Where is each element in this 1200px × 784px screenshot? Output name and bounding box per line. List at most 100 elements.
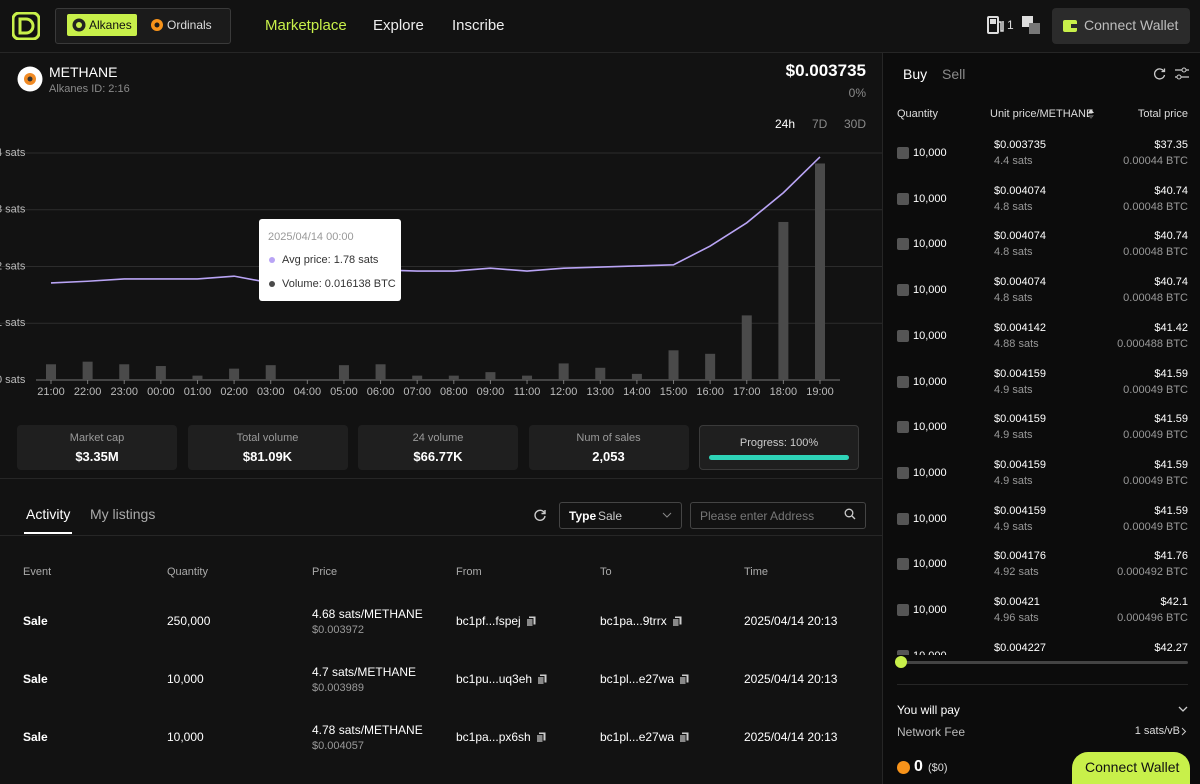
range-tab[interactable]: 7D [812,117,828,131]
from-address[interactable]: bc1pa...px6sh [456,730,531,744]
volume-bar [338,365,349,380]
nav-link[interactable]: Explore [373,17,424,34]
quantity: 10,000 [913,512,947,525]
column-header: Price [312,566,338,578]
volume-bar [119,364,130,380]
checkbox[interactable] [897,649,909,655]
checkbox[interactable] [897,238,909,251]
column-header: Time [744,566,769,578]
progress-bar [709,455,849,460]
button-label[interactable]: Connect Wallet [1084,17,1179,33]
chevron[interactable] [1178,706,1188,712]
copy-icon[interactable] [526,616,536,627]
connect-wallet-button[interactable] [1072,752,1190,784]
nav-link[interactable]: Inscribe [452,17,505,34]
nav-link[interactable]: Marketplace [265,17,347,34]
token-name: METHANE [49,64,118,80]
buy-tab[interactable]: Buy [903,66,928,82]
price-usd: $0.003972 [312,624,364,636]
type-select[interactable] [559,502,682,529]
event: Sale [23,730,48,744]
tab-alkanes[interactable] [67,14,137,36]
from-address[interactable]: bc1pf...fspej [456,614,521,628]
checkbox[interactable] [897,421,909,434]
tooltip-date: 2025/04/14 00:00 [268,231,354,243]
unit-sats: 4.9 sats [994,429,1033,442]
refresh-icon[interactable] [533,508,547,522]
tab-underline [24,532,72,534]
tab-label[interactable]: Ordinals [167,18,212,32]
pay-amount: 0 [914,758,923,775]
chevron-right[interactable] [1181,727,1187,736]
total-usd: $40.74 [1154,184,1188,197]
total-btc: 0.00049 BTC [1123,474,1188,487]
unit-usd: $0.003735 [994,139,1046,151]
volume-bar [485,372,496,380]
copy-icon[interactable] [679,732,689,743]
stat-label: Market cap [69,432,125,444]
unit-usd: $0.004159 [994,458,1046,471]
stat-label: 24 volume [412,432,464,444]
tab-label[interactable]: Alkanes [89,18,132,32]
to-address[interactable]: bc1pl...e27wa [600,672,675,686]
column-header[interactable]: Unit price/METHANE [990,108,1094,120]
total-usd: $41.59 [1154,413,1188,426]
checkbox[interactable] [897,466,909,479]
volume-bar [448,375,459,380]
range-tab[interactable]: 24h [775,117,796,131]
volume-bar [741,315,752,380]
checkbox[interactable] [897,604,909,616]
refresh-icon[interactable] [1153,67,1166,80]
divider [0,478,882,479]
x-tick-label: 18:00 [770,386,798,398]
activity-tab[interactable]: My listings [90,506,156,522]
checkbox[interactable] [897,512,909,525]
x-tick-label: 08:00 [440,386,468,398]
button-label[interactable]: Connect Wallet [1085,759,1180,775]
token-icon [17,66,43,92]
stat-card: 24 volume $66.77K [358,425,518,470]
to-address[interactable]: bc1pl...e27wa [600,730,675,744]
address-search[interactable] [690,502,866,529]
price-usd: $0.003989 [312,682,364,694]
volume-bar [265,365,276,380]
unit-sats: 4.88 sats [994,337,1039,350]
total-btc: 0.00049 BTC [1123,429,1188,442]
quantity: 10,000 [913,238,947,251]
copy-icon[interactable] [537,674,547,685]
quantity: 250,000 [167,614,211,628]
to-address[interactable]: bc1pa...9trrx [600,614,667,628]
unit-usd: $0.004159 [994,367,1046,380]
unit-sats: 4.9 sats [994,474,1033,487]
price-change: 0% [848,86,866,100]
unit-usd: $0.004159 [994,413,1046,426]
checkbox[interactable] [897,329,909,342]
checkbox[interactable] [897,192,909,205]
copy-icon[interactable] [672,616,682,627]
copy-icon[interactable] [679,674,689,685]
x-tick-label: 02:00 [220,386,248,398]
from-address[interactable]: bc1pu...uq3eh [456,672,533,686]
range-tab[interactable]: 30D [844,117,867,131]
volume-bar [375,364,386,380]
ordinals-icon [151,19,163,31]
column-header: From [456,566,482,578]
copy-icon[interactable] [536,732,546,743]
token-price: $0.003735 [785,61,866,80]
x-tick-label: 05:00 [330,386,358,398]
slider-handle[interactable] [895,656,907,668]
total-usd: $41.59 [1154,458,1188,471]
x-tick-label: 06:00 [367,386,395,398]
stat-card: Market cap $3.35M [17,425,177,470]
checkbox[interactable] [897,284,909,297]
volume-bar [631,373,642,380]
checkbox[interactable] [897,375,909,388]
activity-tab[interactable]: Activity [26,506,71,522]
checkbox[interactable] [897,558,909,571]
sell-tab[interactable]: Sell [942,66,966,82]
filter-icon[interactable] [1175,67,1189,80]
unit-sats: 4.4 sats [994,155,1033,167]
checkbox[interactable] [897,147,909,159]
y-tick-label: 4 sats [0,147,26,159]
event: Sale [23,672,48,686]
